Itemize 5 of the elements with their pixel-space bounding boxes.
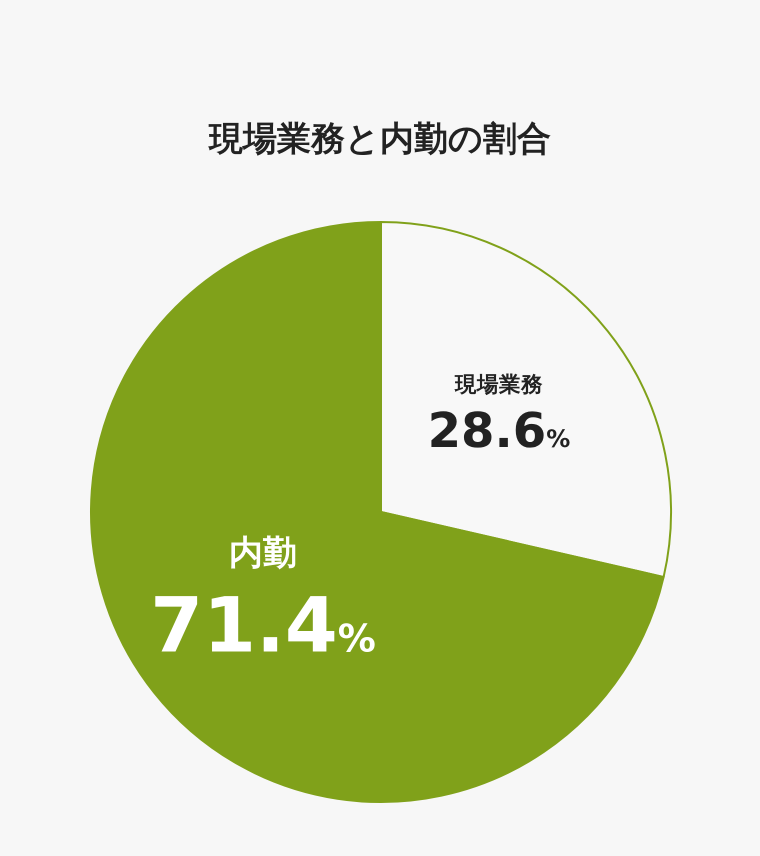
slice-label: 現場業務 <box>454 372 543 398</box>
data-label: 71.4% <box>150 580 376 670</box>
data-label: 28.6% <box>428 402 570 459</box>
slice-label: 内勤 <box>229 533 298 574</box>
chart-title: 現場業務と内勤の割合 <box>208 119 551 159</box>
